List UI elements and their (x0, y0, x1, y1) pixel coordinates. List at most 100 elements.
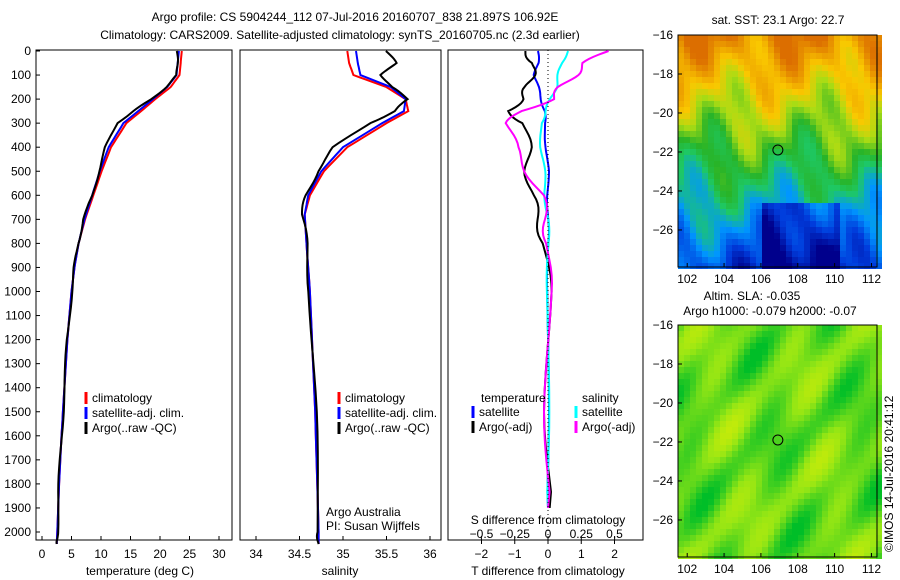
sst-map-cell (852, 149, 858, 155)
sst-map-cell (834, 233, 840, 239)
title-line-1: Argo profile: CS 5904244_112 07-Jul-2016… (152, 10, 559, 24)
sst-map-cell (690, 131, 696, 137)
sla-map-cell (822, 433, 828, 439)
sst-map-cell (810, 131, 816, 137)
sst-map-cell (816, 107, 822, 113)
sst-map-cell (816, 71, 822, 77)
sla-map-cell (678, 469, 684, 475)
sst-map-cell (702, 89, 708, 95)
sst-map-cell (738, 125, 744, 131)
sla-map-cell (822, 445, 828, 451)
sla-map-cell (822, 361, 828, 367)
sla-map-cell (732, 505, 738, 511)
sst-map-cell (774, 137, 780, 143)
sst-map-cell (732, 143, 738, 149)
sla-map-x-tick-label: 104 (714, 562, 734, 576)
sst-map-cell (732, 47, 738, 53)
sst-map-cell (852, 131, 858, 137)
sla-map-cell (762, 415, 768, 421)
sla-map-cell (858, 385, 864, 391)
sla-map-cell (750, 469, 756, 475)
sla-map-cell (834, 325, 840, 331)
sst-map-cell (684, 209, 690, 215)
sst-map-x-tick-label: 102 (677, 272, 697, 286)
sla-map-cell (822, 325, 828, 331)
sst-map-cell (780, 107, 786, 113)
sla-map-cell (798, 541, 804, 547)
sla-map-cell (816, 331, 822, 337)
sla-map-cell (804, 421, 810, 427)
sst-map-cell (732, 239, 738, 245)
sst-map-cell (684, 137, 690, 143)
sst-map-cell (738, 47, 744, 53)
sla-map-cell (720, 511, 726, 517)
sst-map-cell (696, 53, 702, 59)
sla-map-cell (798, 337, 804, 343)
sla-map-cell (726, 409, 732, 415)
sla-map-cell (750, 457, 756, 463)
sla-map-cell (690, 331, 696, 337)
sst-map-cell (822, 221, 828, 227)
sla-map-cell (762, 445, 768, 451)
sst-map-cell (798, 251, 804, 257)
sla-map-cell (702, 385, 708, 391)
sst-map-cell (762, 173, 768, 179)
s-diff-legend-label: satellite (582, 405, 623, 419)
sla-map-cell (756, 451, 762, 457)
sst-map-cell (816, 101, 822, 107)
sst-map-cell (690, 209, 696, 215)
sst-map-cell (846, 59, 852, 65)
sst-map-cell (834, 35, 840, 41)
sst-map-y-tick-label: −18 (653, 67, 674, 81)
sst-map-cell (750, 107, 756, 113)
sla-map-cell (768, 325, 774, 331)
sst-map-cell (720, 101, 726, 107)
sla-map-cell (870, 505, 876, 511)
sst-map-cell (774, 65, 780, 71)
sla-map-cell (678, 523, 684, 529)
sla-map-cell (756, 439, 762, 445)
sst-map-cell (798, 53, 804, 59)
sla-map-cell (780, 403, 786, 409)
sst-map-cell (810, 83, 816, 89)
sla-map-cell (774, 361, 780, 367)
sst-map-cell (834, 101, 840, 107)
sst-map-cell (846, 215, 852, 221)
sst-map-cell (744, 245, 750, 251)
sla-map-cell (798, 361, 804, 367)
sla-map-y-tick-label: −26 (653, 513, 674, 527)
sst-map-cell (810, 53, 816, 59)
sst-map-cell (816, 179, 822, 185)
sla-map-cell (804, 355, 810, 361)
sla-map-cell (696, 367, 702, 373)
sst-map-cell (714, 113, 720, 119)
sla-map-cell (684, 517, 690, 523)
sla-map-cell (846, 349, 852, 355)
sst-map-cell (678, 107, 684, 113)
sst-map-cell (852, 179, 858, 185)
sla-map-cell (780, 409, 786, 415)
sla-map-cell (858, 517, 864, 523)
sla-map-cell (864, 463, 870, 469)
sst-map-cell (702, 197, 708, 203)
sla-map-cell (798, 445, 804, 451)
sla-map-cell (690, 379, 696, 385)
sla-map-cell (786, 541, 792, 547)
sla-map-cell (708, 415, 714, 421)
sla-map-cell (738, 505, 744, 511)
sla-map-cell (786, 505, 792, 511)
sst-map-cell (870, 149, 876, 155)
sla-map-cell (750, 463, 756, 469)
sla-map-cell (744, 379, 750, 385)
sla-map-cell (714, 397, 720, 403)
sla-map-cell (738, 325, 744, 331)
sst-map-cell (684, 107, 690, 113)
sst-map-cell (750, 221, 756, 227)
sla-map-cell (714, 553, 720, 559)
sla-map-cell (702, 529, 708, 535)
sla-map-cell (870, 433, 876, 439)
sla-map-cell (822, 511, 828, 517)
sla-map-cell (750, 385, 756, 391)
sst-map-cell (678, 95, 684, 101)
sst-map-cell (792, 89, 798, 95)
